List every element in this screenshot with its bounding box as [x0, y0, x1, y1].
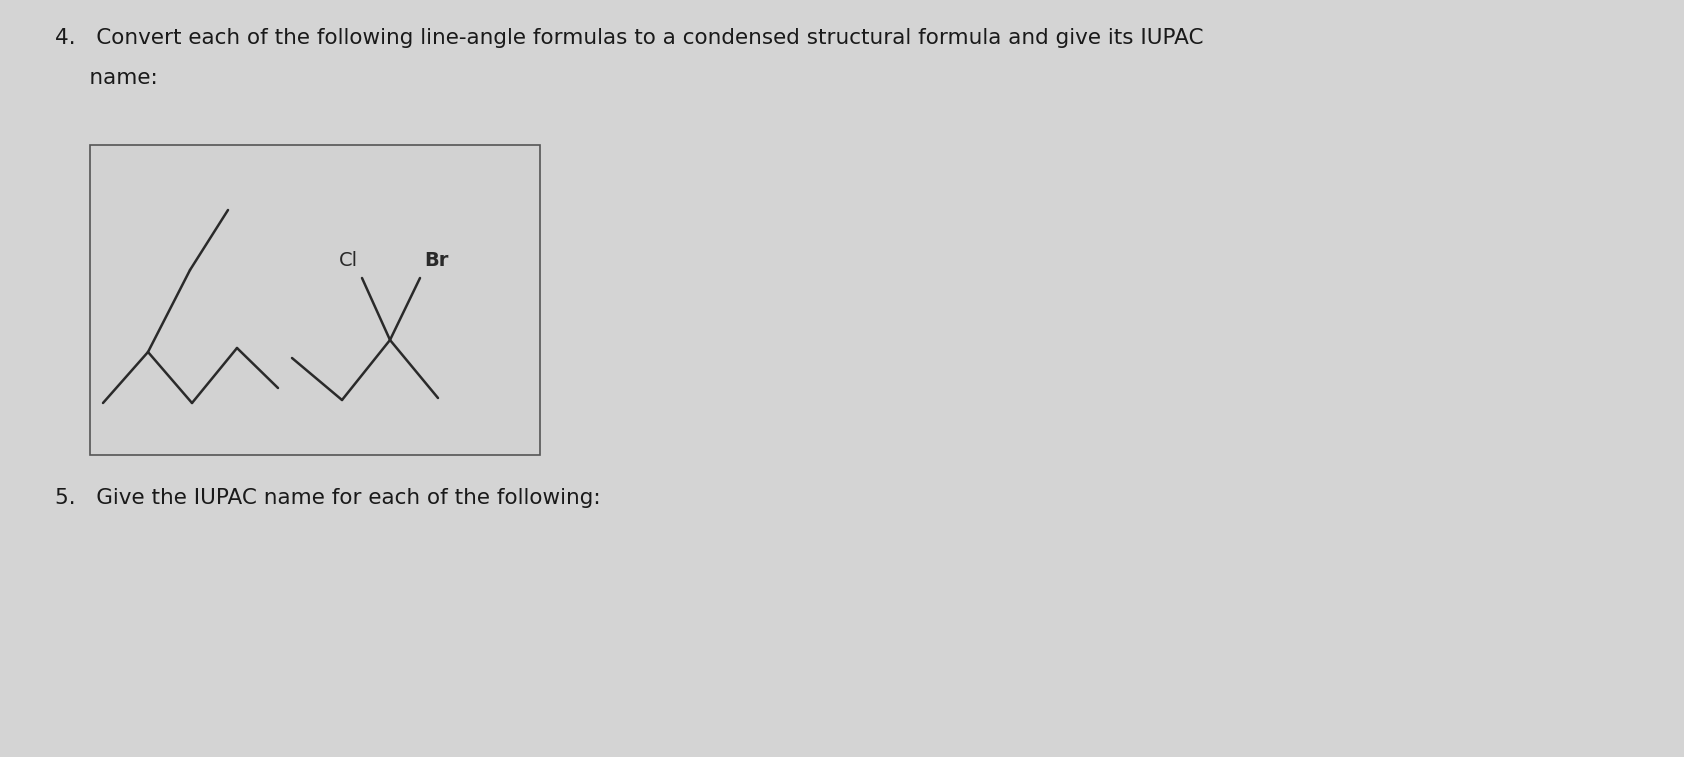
Text: 5.   Give the IUPAC name for each of the following:: 5. Give the IUPAC name for each of the f…: [56, 488, 601, 508]
Text: name:: name:: [56, 68, 158, 88]
Text: Br: Br: [424, 251, 448, 270]
Bar: [89, 145, 541, 455]
Text: 4.   Convert each of the following line-angle formulas to a condensed structural: 4. Convert each of the following line-an…: [56, 28, 1204, 48]
Text: Cl: Cl: [338, 251, 359, 270]
